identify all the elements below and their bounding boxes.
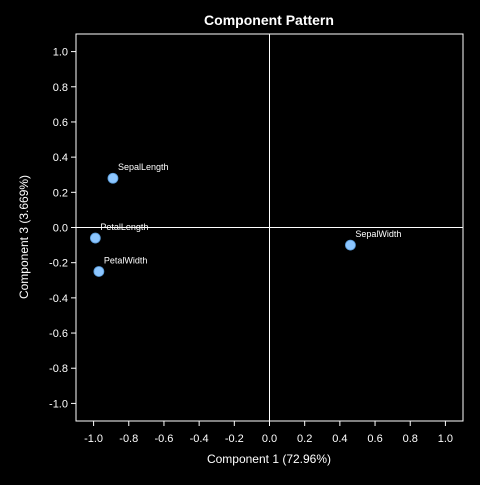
scatter-point bbox=[93, 266, 105, 277]
point-label: SepalWidth bbox=[355, 229, 401, 239]
point-label: SepalLength bbox=[118, 162, 169, 172]
scatter-point bbox=[107, 172, 119, 184]
x-tick-label: -0.6 bbox=[154, 433, 173, 445]
point-label: PetalLength bbox=[100, 222, 148, 232]
y-tick-label: -0.8 bbox=[49, 363, 68, 375]
y-tick-label: -0.4 bbox=[49, 293, 68, 305]
x-tick-label: 0.6 bbox=[367, 433, 382, 445]
x-tick-label: 0.0 bbox=[262, 433, 277, 445]
y-tick-label: 0.6 bbox=[53, 117, 68, 129]
scatter-points: SepalLength PetalLength PetalWidth SepalWid… bbox=[89, 162, 401, 277]
y-tick-label: -0.6 bbox=[49, 328, 68, 340]
y-tick-label: 0.0 bbox=[53, 223, 68, 235]
x-tick-label: -0.2 bbox=[225, 433, 244, 445]
y-tick-label: -1.0 bbox=[49, 398, 68, 410]
x-axis: -1.0 -0.8 -0.6 -0.4 -0.2 0.0 0.2 0.4 0.6 0.8 1.0 bbox=[84, 421, 453, 445]
reference-lines bbox=[76, 34, 463, 421]
y-tick-label: 0.8 bbox=[53, 82, 68, 94]
x-axis-label: Component 1 (72.96%) bbox=[207, 452, 331, 466]
y-tick-label: 0.4 bbox=[53, 152, 68, 164]
x-tick-label: 0.8 bbox=[403, 433, 418, 445]
point-label: PetalWidth bbox=[104, 255, 148, 265]
chart-title: Component Pattern bbox=[204, 12, 334, 28]
y-tick-label: 0.2 bbox=[53, 187, 68, 199]
x-tick-label: 0.4 bbox=[332, 433, 347, 445]
y-tick-label: -0.2 bbox=[49, 258, 68, 270]
x-tick-label: -1.0 bbox=[84, 433, 103, 445]
scatter-point bbox=[345, 239, 356, 251]
scatter-point bbox=[89, 232, 101, 244]
y-tick-label: 1.0 bbox=[53, 47, 68, 59]
x-tick-label: 0.2 bbox=[297, 433, 312, 445]
y-axis-label: Component 3 (3.669%) bbox=[17, 175, 31, 299]
x-tick-label: -0.8 bbox=[119, 433, 138, 445]
x-tick-label: -0.4 bbox=[190, 433, 209, 445]
y-axis: 1.0 0.8 0.6 0.4 0.2 0.0 -0.2 -0.4 -0.6 -0.8 -1.0 bbox=[49, 47, 76, 410]
x-tick-label: 1.0 bbox=[438, 433, 453, 445]
